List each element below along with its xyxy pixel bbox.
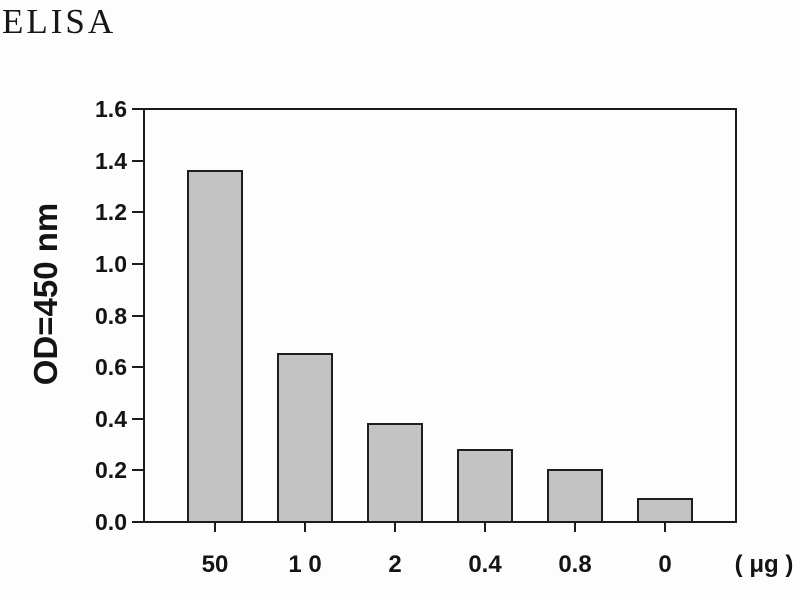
y-tick-label: 1.6 bbox=[95, 96, 127, 122]
figure-title: ELISA bbox=[2, 2, 117, 41]
y-tick-label: 1.4 bbox=[95, 147, 127, 174]
y-tick-mark bbox=[132, 366, 143, 369]
y-tick-mark bbox=[132, 469, 143, 472]
bar bbox=[187, 170, 243, 521]
x-tick-mark bbox=[394, 523, 396, 532]
bar bbox=[367, 423, 423, 521]
bar bbox=[547, 469, 603, 521]
y-tick-label: 0.2 bbox=[95, 457, 127, 484]
x-tick-label: 0.8 bbox=[558, 551, 592, 578]
y-tick-mark bbox=[132, 314, 143, 317]
x-tick-label: 1 0 bbox=[288, 551, 322, 578]
y-tick-mark bbox=[132, 521, 143, 523]
x-tick-label: 0 bbox=[658, 551, 672, 578]
y-tick-label: 0.0 bbox=[95, 509, 127, 535]
y-tick-label: 1.0 bbox=[95, 250, 127, 277]
x-tick-mark bbox=[484, 523, 486, 532]
bar bbox=[457, 449, 513, 521]
y-tick-mark bbox=[132, 108, 143, 110]
x-axis-unit-label: ( μg ) bbox=[734, 551, 794, 578]
x-tick-mark bbox=[214, 523, 216, 532]
y-tick-mark bbox=[132, 211, 143, 214]
x-tick-label: 0.4 bbox=[468, 551, 502, 578]
bar bbox=[637, 498, 693, 521]
x-tick-label: 2 bbox=[388, 551, 402, 578]
y-tick-mark bbox=[132, 262, 143, 265]
y-tick-label: 0.4 bbox=[95, 405, 127, 432]
plot-area bbox=[143, 108, 737, 523]
bar bbox=[277, 353, 333, 521]
x-tick-mark bbox=[664, 523, 666, 532]
y-axis-label: OD=450 nm bbox=[27, 202, 64, 386]
y-tick-label: 1.2 bbox=[95, 199, 127, 226]
y-tick-mark bbox=[132, 159, 143, 162]
y-tick-mark bbox=[132, 417, 143, 420]
y-tick-label: 0.8 bbox=[95, 302, 127, 329]
x-tick-label: 50 bbox=[201, 551, 229, 578]
x-tick-mark bbox=[574, 523, 576, 532]
y-tick-label: 0.6 bbox=[95, 354, 127, 381]
x-tick-mark bbox=[304, 523, 306, 532]
